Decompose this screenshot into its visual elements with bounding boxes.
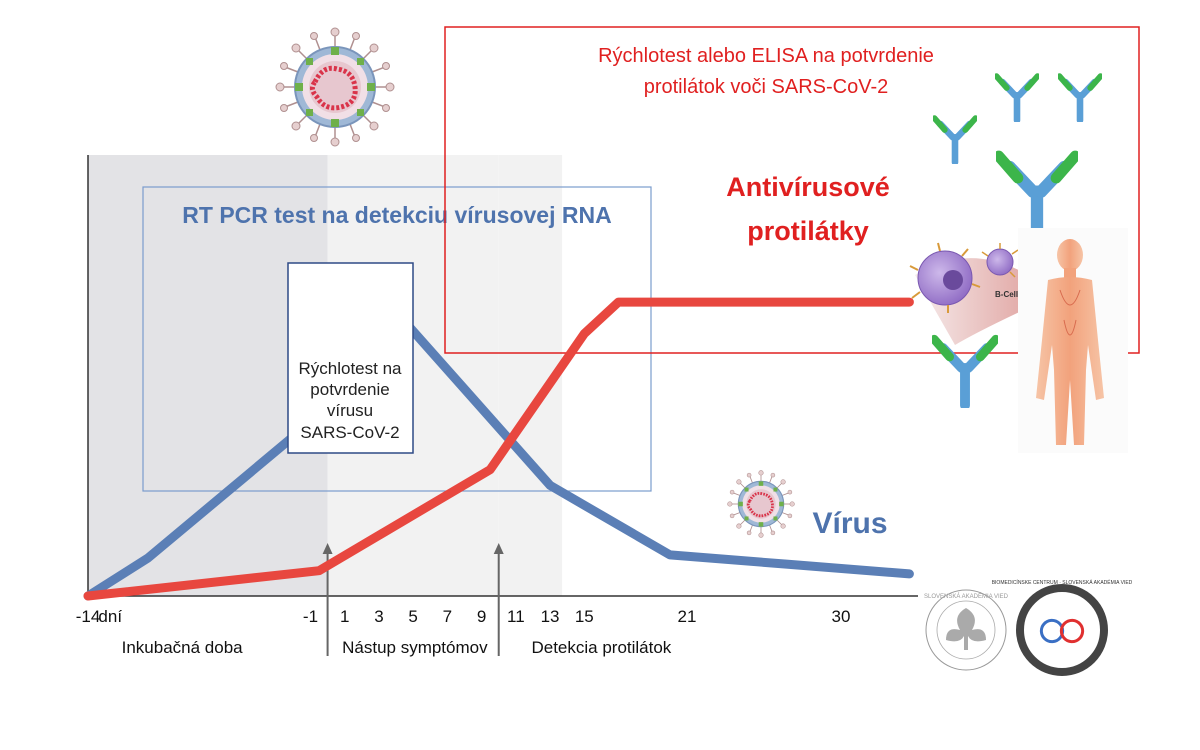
rapid-virus-line4: SARS-CoV-2 [300, 423, 399, 442]
antibodies-label-line1: Antivírusové [726, 172, 890, 202]
x-tick-label: 9 [477, 607, 486, 626]
phase-label-1: Nástup symptómov [342, 638, 488, 657]
elisa-region-box [444, 26, 1140, 354]
x-tick-label: 7 [443, 607, 452, 626]
x-tick-label: -1 [303, 607, 318, 626]
virus-illustration-small-icon [727, 470, 795, 538]
antibody-icon [996, 76, 1037, 120]
elisa-label-line2: protilátok voči SARS-CoV-2 [644, 76, 889, 98]
virus-label: Vírus [812, 507, 887, 540]
svg-text:SLOVENSKÁ AKADÉMIA VIED: SLOVENSKÁ AKADÉMIA VIED [924, 593, 1009, 600]
phase-label-0: Inkubačná doba [122, 638, 244, 657]
x-tick-label: 13 [541, 607, 560, 626]
phase-labels: Inkubačná doba Nástup symptómov Detekcia p… [122, 638, 672, 657]
bmc-logo: BIOMEDICÍNSKE CENTRUM · SLOVENSKÁ AKADÉM… [992, 579, 1133, 676]
x-tick-label: 11 [507, 607, 525, 626]
rapid-virus-line3: vírusu [327, 401, 373, 420]
antibody-icon [934, 118, 975, 162]
virus-illustration-top-icon [276, 28, 394, 146]
b-cell-illustration: B-Cells [909, 242, 1050, 345]
series-line-0 [83, 288, 914, 601]
x-tick-label: 30 [832, 607, 851, 626]
antibody-icon [999, 156, 1076, 238]
elisa-label-line1: Rýchlotest alebo ELISA na potvrdenie [598, 45, 934, 67]
antibody-icon [934, 339, 996, 405]
pcr-label: RT PCR test na detekciu vírusovej RNA [182, 202, 611, 228]
x-tick-label: 21 [678, 607, 697, 626]
sav-logo: SLOVENSKÁ AKADÉMIA VIED [924, 589, 1009, 671]
x-tick-label: 1 [340, 607, 349, 626]
svg-text:BIOMEDICÍNSKE CENTRUM · SLOVEN: BIOMEDICÍNSKE CENTRUM · SLOVENSKÁ AKADÉM… [992, 579, 1133, 586]
pcr-region-box [142, 186, 652, 492]
x-tick-label: -14 [76, 607, 101, 626]
phase-arrow-1 [493, 543, 504, 656]
antibody-icon [1059, 76, 1100, 120]
x-tick-label: 3 [374, 607, 383, 626]
series-group [83, 288, 914, 601]
x-tick-label: dní [98, 607, 122, 626]
rapid-virus-line1: Rýchlotest na [299, 359, 403, 378]
rapid-virus-box [287, 262, 414, 454]
phase-label-2: Detekcia protilátok [531, 638, 671, 657]
svg-text:B-Cells: B-Cells [995, 290, 1023, 299]
x-tick-label: 15 [575, 607, 594, 626]
rapid-virus-line2: potvrdenie [310, 380, 389, 399]
series-line-1 [83, 297, 914, 601]
x-tick-label: 5 [408, 607, 417, 626]
antibodies-label-line2: protilátky [747, 216, 869, 246]
human-body-illustration [1018, 228, 1128, 453]
